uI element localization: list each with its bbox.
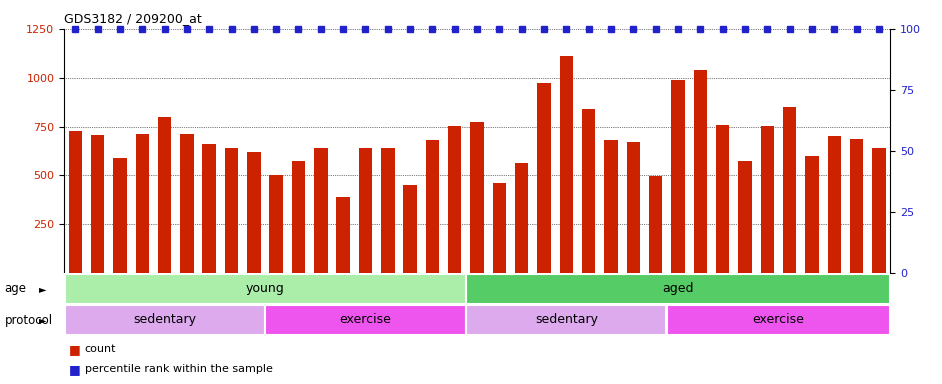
Bar: [266, 305, 465, 335]
Text: sedentary: sedentary: [133, 313, 196, 326]
Bar: [314, 148, 328, 273]
Bar: [605, 141, 618, 273]
Bar: [426, 141, 439, 273]
Bar: [739, 161, 752, 273]
Text: age: age: [5, 282, 26, 295]
Bar: [626, 142, 641, 273]
Bar: [515, 163, 528, 273]
Bar: [64, 305, 265, 335]
Bar: [90, 134, 105, 273]
Bar: [64, 273, 890, 384]
Bar: [693, 70, 707, 273]
Bar: [292, 161, 305, 273]
Bar: [560, 56, 573, 273]
Bar: [805, 156, 819, 273]
Bar: [136, 134, 149, 273]
Bar: [672, 80, 685, 273]
Bar: [158, 117, 171, 273]
Bar: [247, 152, 261, 273]
Bar: [872, 148, 885, 273]
Text: ►: ►: [39, 315, 46, 325]
Text: count: count: [85, 344, 116, 354]
Bar: [336, 197, 349, 273]
Bar: [470, 122, 484, 273]
Bar: [493, 183, 506, 273]
Bar: [466, 274, 890, 304]
Text: sedentary: sedentary: [535, 313, 598, 326]
Bar: [761, 126, 774, 273]
Bar: [382, 148, 395, 273]
Text: exercise: exercise: [339, 313, 392, 326]
Bar: [203, 144, 216, 273]
Text: ■: ■: [69, 343, 80, 356]
Bar: [69, 131, 82, 273]
Bar: [649, 177, 662, 273]
Text: ■: ■: [69, 362, 80, 376]
Text: percentile rank within the sample: percentile rank within the sample: [85, 364, 272, 374]
Bar: [850, 139, 864, 273]
Bar: [359, 148, 372, 273]
Text: young: young: [246, 281, 284, 295]
Bar: [269, 174, 283, 273]
Text: GDS3182 / 209200_at: GDS3182 / 209200_at: [64, 12, 202, 25]
Bar: [582, 109, 595, 273]
Text: ►: ►: [39, 284, 46, 294]
Bar: [667, 305, 890, 335]
Bar: [225, 148, 238, 273]
Bar: [783, 107, 796, 273]
Bar: [64, 274, 465, 304]
Bar: [403, 185, 417, 273]
Text: exercise: exercise: [753, 313, 804, 326]
Text: aged: aged: [662, 281, 694, 295]
Bar: [537, 83, 551, 273]
Bar: [448, 126, 462, 273]
Bar: [828, 136, 841, 273]
Bar: [466, 305, 666, 335]
Text: protocol: protocol: [5, 314, 53, 327]
Bar: [113, 158, 126, 273]
Bar: [180, 134, 193, 273]
Bar: [716, 125, 729, 273]
